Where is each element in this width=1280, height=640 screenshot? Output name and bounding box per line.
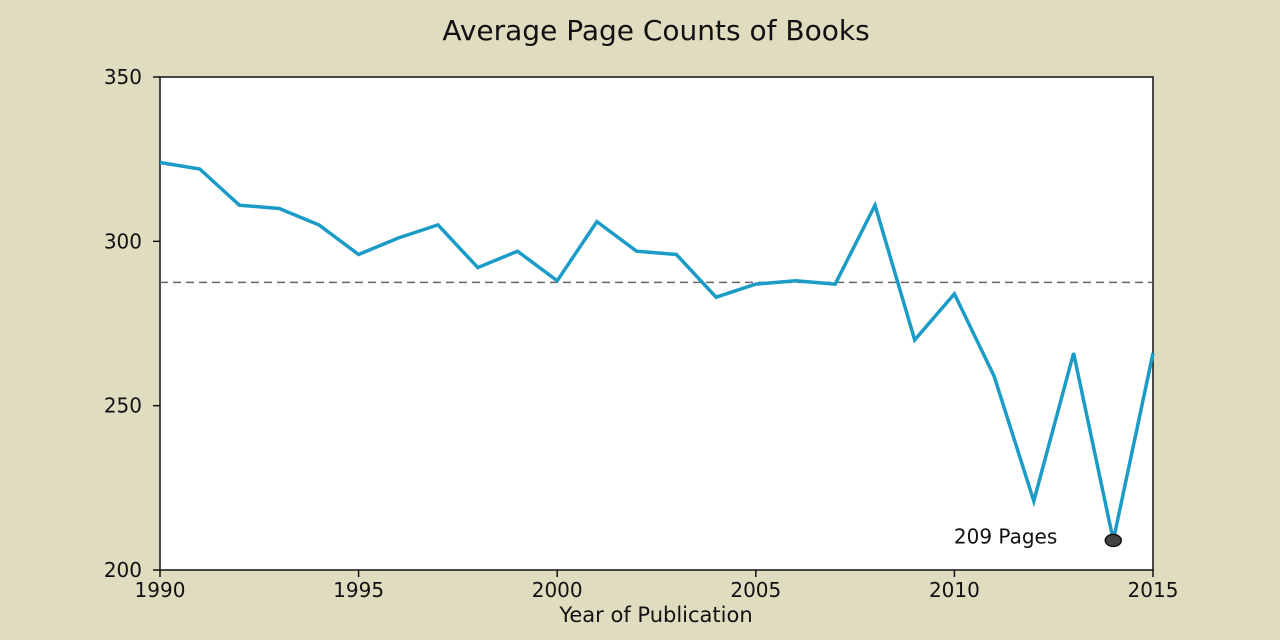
data-point xyxy=(277,206,281,210)
data-point xyxy=(476,266,480,270)
data-point xyxy=(515,249,519,253)
plot-area xyxy=(159,76,1154,571)
data-point xyxy=(674,252,678,256)
y-tick-label: 300 xyxy=(104,229,142,253)
y-axis: 200 250 300 350 xyxy=(104,65,160,582)
data-point xyxy=(873,203,877,207)
y-tick-label: 350 xyxy=(104,65,142,89)
y-tick-label: 200 xyxy=(104,558,142,582)
data-point xyxy=(913,338,917,342)
data-point xyxy=(635,249,639,253)
x-axis-label: Year of Publication xyxy=(558,603,752,627)
annotation-layer: 209 Pages xyxy=(954,524,1123,548)
data-point xyxy=(833,282,837,286)
y-tick-label: 250 xyxy=(104,394,142,418)
annotation-label: 209 Pages xyxy=(954,524,1057,548)
data-point xyxy=(317,223,321,227)
x-tick-label: 2010 xyxy=(929,578,980,602)
data-point xyxy=(1032,499,1036,503)
annotation-marker xyxy=(1104,533,1123,548)
data-point xyxy=(794,279,798,283)
series-layer xyxy=(158,160,1155,541)
data-point xyxy=(357,252,361,256)
series-line xyxy=(159,160,1155,541)
x-tick-label: 2000 xyxy=(532,578,583,602)
x-tick-label: 2015 xyxy=(1128,578,1179,602)
data-point xyxy=(754,282,758,286)
data-point xyxy=(555,279,559,283)
x-tick-label: 1990 xyxy=(135,578,186,602)
data-point xyxy=(1151,351,1155,355)
data-point xyxy=(714,295,718,299)
data-point xyxy=(198,167,202,171)
data-point xyxy=(158,160,162,164)
data-point xyxy=(396,236,400,240)
x-tick-label: 2005 xyxy=(730,578,781,602)
x-tick-label: 1995 xyxy=(333,578,384,602)
data-point xyxy=(436,223,440,227)
data-point xyxy=(1072,351,1076,355)
data-point xyxy=(992,374,996,378)
chart-title: Average Page Counts of Books xyxy=(442,14,869,47)
data-point xyxy=(952,292,956,296)
x-axis: 1990 1995 2000 2005 2010 2015 xyxy=(135,570,1179,602)
data-point xyxy=(237,203,241,207)
data-point xyxy=(595,220,599,224)
